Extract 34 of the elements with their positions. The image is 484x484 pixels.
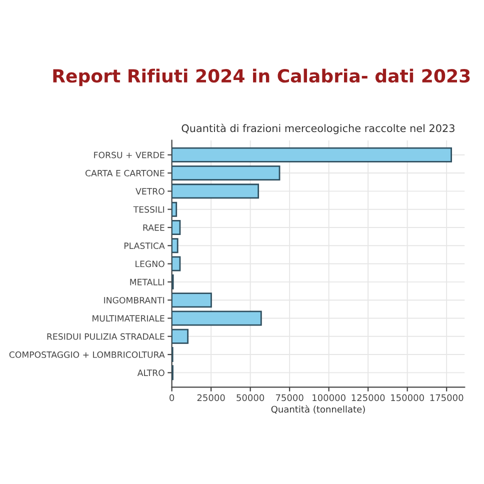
x-tick-label: 175000 [430, 394, 464, 402]
y-tick-label: FORSU + VERDE [94, 152, 164, 158]
y-tick-label: ALTRO [137, 370, 164, 376]
x-axis-title: Quantità (tonnellate) [271, 405, 365, 414]
bar [172, 256, 181, 272]
bar [172, 202, 178, 217]
bar [172, 220, 181, 235]
chart-subtitle: Quantità di frazioni merceologiche raccolte nel 2023 [182, 124, 454, 134]
bar [172, 328, 189, 344]
y-tick-label: PLASTICA [124, 242, 165, 250]
y-tick-label: RAEE [143, 224, 164, 231]
x-tick-label: 125000 [352, 394, 385, 402]
x-tick-label: 100000 [312, 394, 346, 402]
bar [172, 184, 260, 199]
y-tick-label: INGOMBRANTI [104, 296, 164, 304]
x-tick-label: 75000 [276, 394, 304, 402]
x-tick-label: 50000 [236, 394, 264, 402]
y-tick-label: RESIDUI PULIZIA STRADALE [47, 333, 164, 340]
bar [172, 147, 452, 162]
x-tick-label: 0 [170, 394, 174, 402]
y-tick-label: METALLI [130, 278, 164, 286]
x-tick-label: 25000 [197, 394, 225, 402]
y-tick-label: LEGNO [136, 260, 164, 268]
y-tick-label: MULTIMATERIALE [92, 315, 164, 322]
y-tick-label: CARTA E CARTONE [86, 170, 164, 176]
bar [172, 310, 262, 326]
bar [172, 166, 280, 181]
y-tick-label: COMPOSTAGGIO + LOMBRICOLTURA [9, 351, 165, 358]
y-tick-label: VETRO [136, 188, 164, 195]
chart-title: Report Rifiuti 2024 in Calabria- dati 2023 [53, 68, 470, 86]
bar [172, 292, 212, 308]
bar [172, 238, 178, 254]
y-tick-label: TESSILI [133, 206, 164, 213]
x-tick-label: 150000 [391, 394, 424, 402]
